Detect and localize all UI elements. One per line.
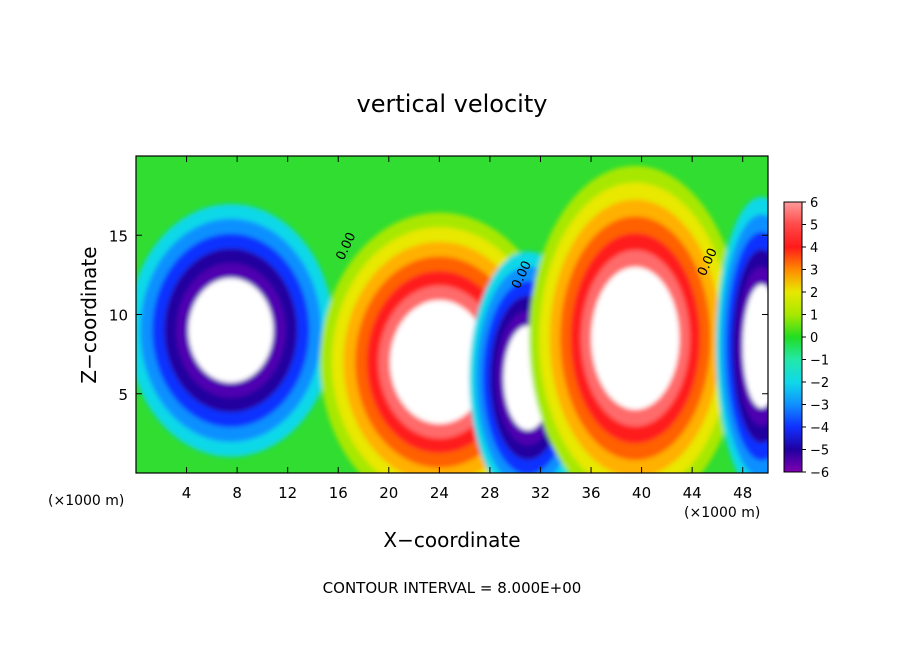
colorbar-tick-label: 0 xyxy=(810,331,818,346)
colorbar-tick-label: −3 xyxy=(810,399,829,414)
y-tick-label: 5 xyxy=(118,386,128,404)
colorbar-tick-label: 3 xyxy=(810,264,818,279)
colorbar-tick-label: −2 xyxy=(810,376,829,391)
colorbar-tick-label: −4 xyxy=(810,421,829,436)
x-axis-label: X−coordinate xyxy=(383,528,520,552)
colorbar-tick-label: −5 xyxy=(810,444,829,459)
colorbar-tick-label: 5 xyxy=(810,219,818,234)
x-tick-label: 40 xyxy=(632,484,651,502)
x-tick-label: 24 xyxy=(430,484,449,502)
colorbar-labels: 6 5 4 3 2 1 0 −1 −2 −3 −4 −5 −6 xyxy=(802,196,829,481)
updraft-layer xyxy=(591,266,680,410)
colorbar-tick-label: 4 xyxy=(810,241,818,256)
colorbar-tick-label: 2 xyxy=(810,286,818,301)
x-unit-right: (×1000 m) xyxy=(684,505,760,521)
x-unit-left: (×1000 m) xyxy=(48,493,124,509)
x-tick-label: 12 xyxy=(278,484,297,502)
colorbar-tick-label: −6 xyxy=(810,466,829,481)
colorbar-tick-label: −1 xyxy=(810,354,829,369)
x-tick-label: 28 xyxy=(480,484,499,502)
x-tick-label: 36 xyxy=(581,484,600,502)
y-axis: 5 10 15 xyxy=(109,227,768,404)
chart-title: vertical velocity xyxy=(357,90,548,118)
x-tick-label: 44 xyxy=(683,484,702,502)
x-tick-label: 16 xyxy=(329,484,348,502)
updraft-layer xyxy=(390,300,489,424)
downdraft-layer xyxy=(742,284,768,408)
colorbar xyxy=(783,201,803,473)
x-tick-label: 20 xyxy=(379,484,398,502)
x-tick-label: 48 xyxy=(733,484,752,502)
colorbar-tick-label: 1 xyxy=(810,309,818,324)
x-tick-label: 32 xyxy=(531,484,550,502)
velocity-field xyxy=(136,156,768,473)
x-tick-label: 4 xyxy=(182,484,192,502)
colorbar-tick-label: 6 xyxy=(810,196,818,211)
x-axis: 4 8 12 16 20 24 28 32 36 40 44 48 xyxy=(182,156,752,502)
downdraft-layer xyxy=(188,278,274,383)
y-tick-label: 15 xyxy=(109,227,128,245)
x-tick-label: 8 xyxy=(232,484,242,502)
y-axis-label: Z−coordinate xyxy=(77,246,101,383)
y-tick-label: 10 xyxy=(109,307,128,325)
contour-interval-note: CONTOUR INTERVAL = 8.000E+00 xyxy=(323,579,582,597)
